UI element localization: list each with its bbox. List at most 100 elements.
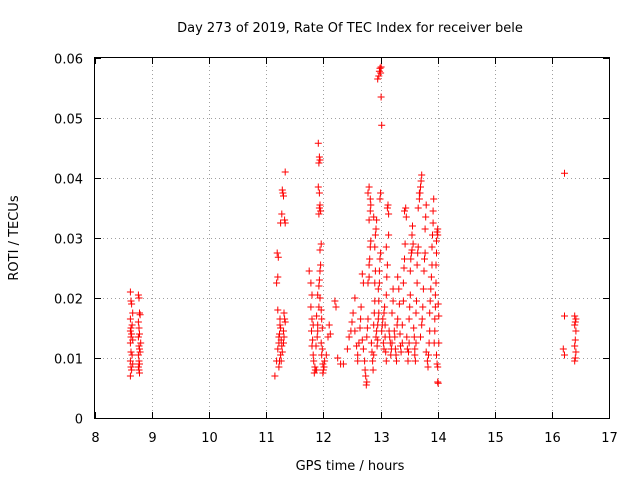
data-point xyxy=(321,357,329,365)
data-point xyxy=(382,291,390,299)
plot-frame xyxy=(94,57,610,419)
data-point xyxy=(384,201,392,209)
data-point xyxy=(339,360,347,368)
data-point xyxy=(433,228,441,236)
data-point xyxy=(134,351,142,359)
data-point xyxy=(313,333,321,341)
y-tick-label: 0.03 xyxy=(54,233,83,248)
data-point xyxy=(317,240,325,248)
data-point xyxy=(315,159,323,167)
x-tick-label: 16 xyxy=(544,431,561,446)
data-point xyxy=(318,315,326,323)
data-point xyxy=(136,309,143,317)
data-point xyxy=(434,225,442,233)
data-point xyxy=(433,351,440,359)
data-point xyxy=(318,324,326,332)
data-point xyxy=(315,189,323,197)
data-point xyxy=(401,240,409,248)
data-point xyxy=(319,369,327,377)
data-point xyxy=(365,216,373,224)
data-point xyxy=(367,339,375,347)
data-point xyxy=(368,348,376,356)
data-point xyxy=(369,357,377,365)
data-point xyxy=(411,357,419,365)
data-point xyxy=(361,366,369,374)
data-point xyxy=(409,240,417,248)
data-point xyxy=(371,243,379,251)
data-point xyxy=(278,342,286,350)
data-point xyxy=(307,279,315,287)
data-point xyxy=(334,354,342,362)
data-point xyxy=(427,273,435,281)
data-point xyxy=(572,315,580,323)
data-point xyxy=(395,285,403,293)
x-tick-label: 12 xyxy=(315,431,332,446)
data-point xyxy=(571,342,579,350)
x-axis: 8 9 10 11 12 13 14 15 16 17 xyxy=(91,58,618,446)
data-point xyxy=(399,279,407,287)
x-tick-label: 13 xyxy=(373,431,390,446)
data-point xyxy=(312,342,320,350)
data-point xyxy=(391,345,399,353)
data-point xyxy=(389,297,397,305)
data-point xyxy=(366,207,374,215)
data-point xyxy=(410,333,418,341)
data-point xyxy=(421,225,429,233)
data-point xyxy=(129,360,137,368)
data-point xyxy=(316,201,324,209)
data-point xyxy=(382,243,390,251)
data-point xyxy=(572,348,580,356)
data-point xyxy=(397,342,404,350)
data-point xyxy=(366,195,374,203)
data-point xyxy=(432,261,440,269)
data-point xyxy=(331,297,339,305)
data-point xyxy=(134,363,142,371)
data-point xyxy=(308,315,316,323)
data-point xyxy=(355,339,363,347)
data-point xyxy=(433,360,441,368)
data-point xyxy=(126,327,134,335)
data-point xyxy=(421,249,429,257)
data-point xyxy=(316,267,324,275)
data-point xyxy=(405,315,413,323)
data-point xyxy=(434,300,442,308)
data-point xyxy=(332,303,340,311)
data-point xyxy=(414,243,422,251)
data-point xyxy=(281,216,289,224)
data-point xyxy=(363,378,371,386)
data-point xyxy=(365,261,373,269)
data-point xyxy=(390,327,398,335)
data-point xyxy=(281,168,289,176)
data-point xyxy=(134,333,142,341)
data-point xyxy=(309,336,317,344)
data-point xyxy=(394,273,402,281)
x-tick-label: 10 xyxy=(201,431,218,446)
data-point xyxy=(561,312,568,320)
data-point xyxy=(315,210,323,218)
data-point xyxy=(314,321,322,329)
data-point xyxy=(379,315,387,323)
data-point xyxy=(317,261,325,269)
data-point xyxy=(392,351,400,359)
data-point xyxy=(376,255,384,263)
data-point xyxy=(415,195,423,203)
data-point xyxy=(407,255,415,263)
data-point xyxy=(317,207,325,215)
data-point xyxy=(317,339,325,347)
data-point xyxy=(419,303,427,311)
data-point xyxy=(409,222,416,230)
data-point xyxy=(128,300,136,308)
data-point xyxy=(320,363,328,371)
data-point xyxy=(374,336,382,344)
data-point xyxy=(419,285,427,293)
data-point xyxy=(391,333,399,341)
data-point xyxy=(381,303,389,311)
data-point xyxy=(430,195,438,203)
data-point xyxy=(412,339,420,347)
data-point xyxy=(135,294,143,302)
data-point xyxy=(134,318,142,326)
data-point xyxy=(413,279,421,287)
data-point xyxy=(433,249,440,257)
data-point xyxy=(354,357,362,365)
data-point xyxy=(423,357,431,365)
